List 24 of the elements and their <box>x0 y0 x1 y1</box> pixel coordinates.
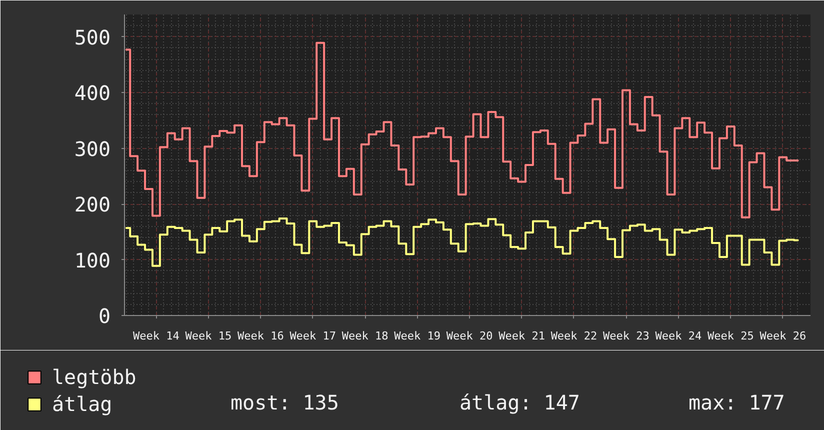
x-tick-label: Week 25 <box>707 330 754 342</box>
y-tick-label: 200 <box>74 192 110 217</box>
x-tick-label: Week 19 <box>394 330 441 342</box>
x-tick-label: Week 22 <box>550 330 598 342</box>
text: átlag: 147 <box>460 390 580 414</box>
text: most: 135 <box>230 390 339 414</box>
x-tick-label: Week 15 <box>185 330 232 342</box>
x-tick-label: Week 16 <box>237 330 284 342</box>
y-tick-label: 500 <box>74 25 110 50</box>
y-tick-label: 300 <box>74 136 110 161</box>
x-tick-label: Week 18 <box>342 330 388 342</box>
y-tick-label: 100 <box>74 248 110 272</box>
y-tick-label: 0 <box>98 304 111 328</box>
x-tick-label: Week 24 <box>655 330 702 342</box>
x-tick-label: Week 17 <box>290 330 336 342</box>
x-tick-label: Week 21 <box>498 330 545 342</box>
x-tick-label: Week 20 <box>446 330 493 342</box>
x-tick-label: Week 14 <box>133 330 180 342</box>
x-tick-label: Week 26 <box>760 330 806 342</box>
legend-label: legtöbb <box>52 365 136 389</box>
y-tick-label: 400 <box>74 81 110 106</box>
legend-label: átlag <box>52 392 112 416</box>
x-tick-label: Week 23 <box>603 330 650 342</box>
text: max: 177 <box>688 390 785 414</box>
